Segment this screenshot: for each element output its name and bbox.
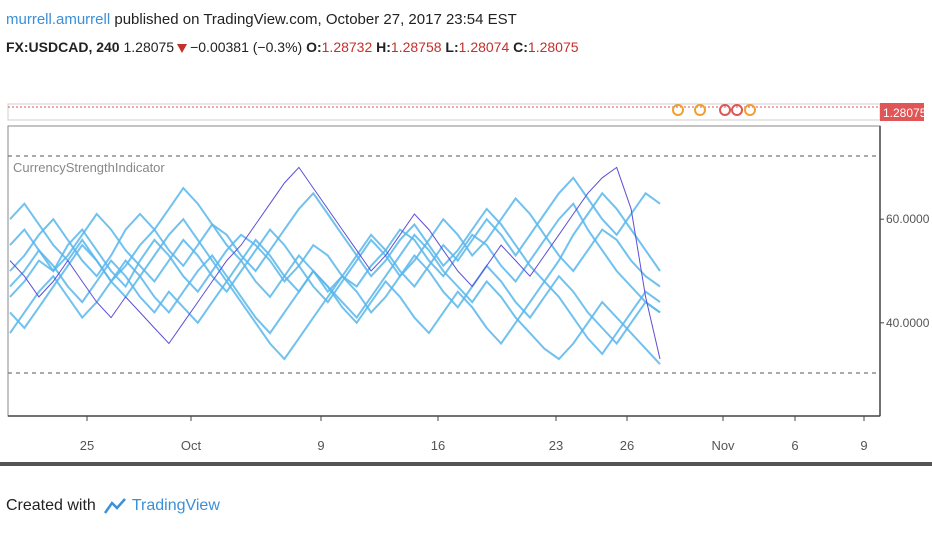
price-change: −0.00381 (−0.3%) — [190, 39, 303, 55]
series-line-7 — [9, 233, 661, 365]
x-tick-label: 6 — [791, 438, 798, 453]
x-tick-label: 26 — [620, 438, 634, 453]
chart-area[interactable]: 1.28075 CurrencyStrengthIndicator 60.000… — [0, 96, 932, 466]
series-line-8 — [9, 166, 661, 360]
price-pane: 1.28075 — [7, 103, 927, 121]
price-axis-label-bg — [880, 103, 924, 121]
series-line-2 — [9, 191, 661, 283]
high-value: 1.28758 — [390, 39, 442, 55]
price-pane-frame — [7, 103, 881, 121]
x-tick-label: 9 — [860, 438, 867, 453]
x-tick-label: 9 — [317, 438, 324, 453]
tradingview-logo-icon — [103, 498, 126, 514]
x-tick-label: Oct — [181, 438, 202, 453]
tradingview-brand-link[interactable]: TradingView — [131, 497, 220, 514]
down-arrow-icon — [177, 43, 188, 53]
close-value: 1.28075 — [527, 39, 579, 55]
x-tick-label: 16 — [431, 438, 445, 453]
open-label: O: — [306, 39, 322, 55]
event-marker-icon — [719, 104, 731, 116]
event-marker-icon — [672, 104, 684, 116]
x-tick-label: 25 — [80, 438, 94, 453]
series-group — [9, 166, 661, 365]
open-value: 1.28732 — [321, 39, 373, 55]
series-line-1 — [9, 202, 661, 314]
quote-line: FX:USDCAD, 240 1.28075 −0.00381 (−0.3%) O… — [6, 39, 579, 55]
y-ticks: 60.0000 40.0000 — [880, 212, 930, 330]
event-marker-icon — [694, 104, 706, 116]
created-with-text: Created with — [6, 497, 96, 514]
footer: Created with TradingView — [6, 497, 220, 515]
last-price: 1.28075 — [123, 39, 175, 55]
y-tick-label: 60.0000 — [886, 212, 930, 226]
symbol-label: FX:USDCAD, 240 — [6, 39, 120, 55]
indicator-title: CurrencyStrengthIndicator — [13, 160, 165, 175]
publisher-line: murrell.amurrell published on TradingVie… — [6, 11, 517, 28]
event-marker-icon — [731, 104, 743, 116]
series-line-3 — [9, 253, 661, 356]
low-value: 1.28074 — [458, 39, 510, 55]
username-link[interactable]: murrell.amurrell — [6, 11, 111, 28]
series-line-6 — [9, 176, 661, 299]
x-ticks: 25 Oct 9 16 23 26 Nov 6 9 — [80, 416, 868, 453]
low-label: L: — [445, 39, 459, 55]
series-line-5 — [9, 217, 661, 361]
price-axis-label: 1.28075 — [883, 106, 927, 120]
published-text: published on TradingView.com, October 27… — [110, 11, 517, 28]
bottom-border — [0, 462, 932, 466]
y-tick-label: 40.0000 — [886, 316, 930, 330]
close-label: C: — [513, 39, 528, 55]
high-label: H: — [376, 39, 391, 55]
x-tick-label: 23 — [549, 438, 563, 453]
event-marker-icon — [744, 104, 756, 116]
x-tick-label: Nov — [711, 438, 735, 453]
